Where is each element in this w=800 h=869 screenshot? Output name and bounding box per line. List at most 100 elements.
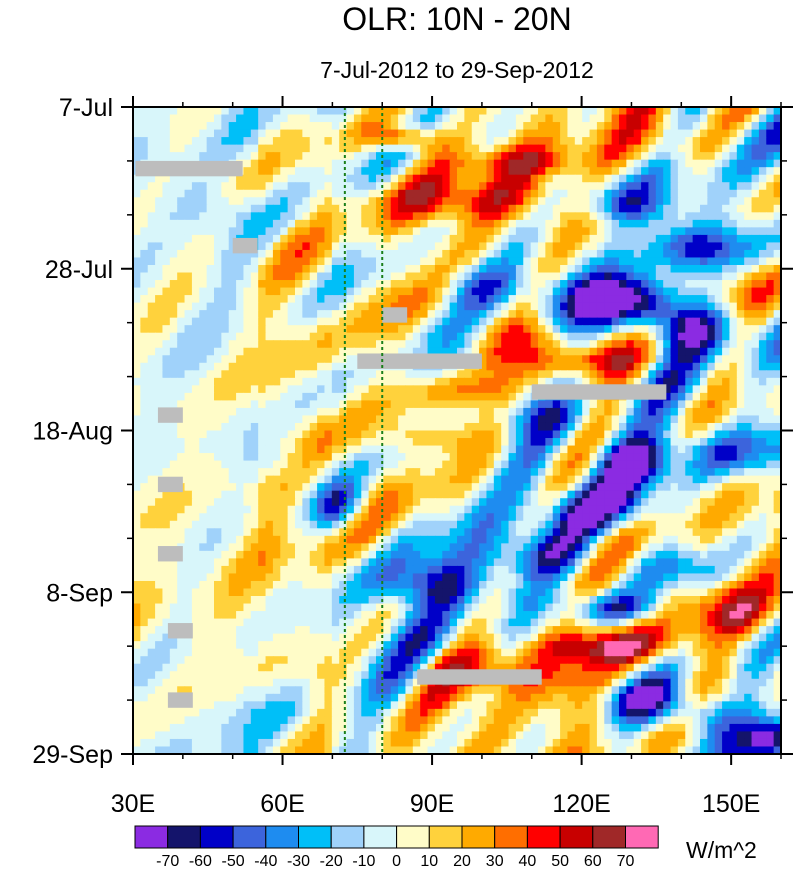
field-cell xyxy=(250,174,259,183)
field-cell xyxy=(442,204,451,213)
field-cell xyxy=(501,400,510,409)
field-cell xyxy=(155,249,164,259)
field-cell xyxy=(346,475,355,484)
field-cell xyxy=(582,302,591,311)
field-cell xyxy=(493,415,502,424)
field-cell xyxy=(582,483,591,492)
field-cell xyxy=(758,340,767,349)
field-cell xyxy=(449,370,458,379)
field-cell xyxy=(206,355,215,364)
field-cell xyxy=(390,189,399,198)
field-cell xyxy=(287,332,296,341)
field-cell xyxy=(700,204,708,213)
field-cell xyxy=(530,528,539,537)
field-cell xyxy=(479,264,488,274)
field-cell xyxy=(552,287,561,296)
field-cell xyxy=(177,227,186,236)
field-cell xyxy=(324,219,333,228)
field-cell xyxy=(169,325,178,334)
field-cell xyxy=(751,152,760,161)
field-cell xyxy=(589,453,598,462)
field-cell xyxy=(228,422,237,432)
field-cell xyxy=(133,212,141,221)
field-cell xyxy=(758,159,767,168)
field-cell xyxy=(368,159,377,168)
field-cell xyxy=(140,107,149,116)
field-cell xyxy=(250,370,259,379)
field-cell xyxy=(184,302,193,311)
field-cell xyxy=(353,513,362,522)
field-cell xyxy=(383,475,392,484)
field-cell xyxy=(633,227,642,236)
field-cell xyxy=(626,407,635,417)
field-cell xyxy=(169,295,178,304)
field-cell xyxy=(147,122,156,131)
field-cell xyxy=(641,422,650,432)
field-cell xyxy=(692,498,701,507)
field-cell xyxy=(133,219,141,228)
field-cell xyxy=(736,445,745,454)
field-cell xyxy=(353,370,362,379)
field-cell xyxy=(295,129,303,138)
field-cell xyxy=(177,362,186,371)
field-cell xyxy=(265,400,274,409)
field-cell xyxy=(773,520,781,529)
field-cell xyxy=(633,107,642,116)
field-cell xyxy=(295,475,303,484)
field-cell xyxy=(368,227,377,236)
field-cell xyxy=(199,438,208,447)
field-cell xyxy=(515,234,524,244)
field-cell xyxy=(265,528,274,537)
field-cell xyxy=(324,310,333,319)
field-cell xyxy=(685,122,694,131)
field-cell xyxy=(501,159,510,168)
field-cell xyxy=(280,272,289,281)
field-cell xyxy=(390,234,399,244)
field-cell xyxy=(773,460,781,469)
field-cell xyxy=(574,159,583,168)
field-cell xyxy=(538,415,546,424)
field-cell xyxy=(398,332,407,341)
field-cell xyxy=(663,152,672,161)
field-cell xyxy=(243,212,252,221)
field-cell xyxy=(398,513,407,522)
field-cell xyxy=(331,272,340,281)
field-cell xyxy=(766,400,775,409)
field-cell xyxy=(317,422,326,432)
field-cell xyxy=(545,182,554,191)
field-cell xyxy=(523,370,532,379)
field-cell xyxy=(479,219,488,228)
field-cell xyxy=(376,498,384,507)
field-cell xyxy=(309,204,318,213)
field-cell xyxy=(236,212,245,221)
field-cell xyxy=(633,167,642,176)
field-cell xyxy=(376,114,384,123)
field-cell xyxy=(214,234,222,244)
field-cell xyxy=(530,272,539,281)
field-cell xyxy=(758,242,767,251)
field-cell xyxy=(353,460,362,469)
field-cell xyxy=(250,422,259,432)
field-cell xyxy=(133,129,141,138)
field-cell xyxy=(302,400,311,409)
field-cell xyxy=(398,400,407,409)
field-cell xyxy=(236,400,245,409)
field-cell xyxy=(361,460,370,469)
field-cell xyxy=(523,407,532,417)
field-cell xyxy=(626,505,635,514)
field-cell xyxy=(493,347,502,356)
field-cell xyxy=(236,310,245,319)
field-cell xyxy=(295,340,303,349)
field-cell xyxy=(250,362,259,371)
field-cell xyxy=(530,332,539,341)
field-cell xyxy=(604,505,613,514)
field-cell xyxy=(707,302,716,311)
field-cell xyxy=(538,174,546,183)
field-cell xyxy=(574,317,583,326)
field-cell xyxy=(331,355,340,364)
field-cell xyxy=(221,227,230,236)
field-cell xyxy=(280,513,289,522)
field-cell xyxy=(398,242,407,251)
field-cell xyxy=(648,430,657,439)
field-cell xyxy=(619,107,627,116)
